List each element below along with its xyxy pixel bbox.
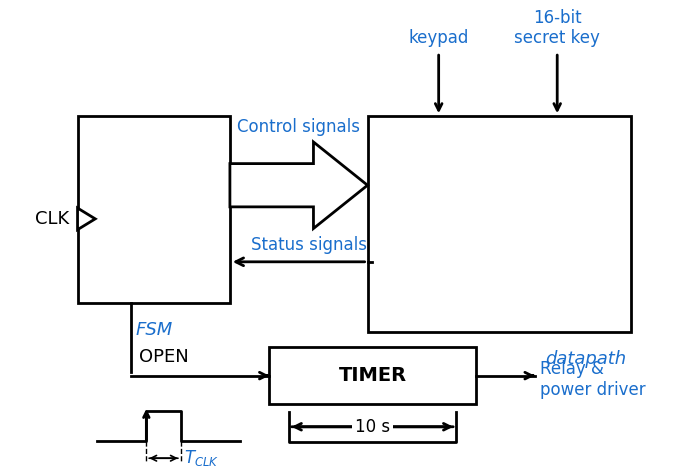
Text: $T_{CLK}$: $T_{CLK}$ [184,448,219,468]
Text: FSM: FSM [135,321,172,339]
Polygon shape [230,142,367,228]
Bar [367,116,631,333]
Text: 10 s: 10 s [355,418,390,436]
Text: 16-bit
secret key: 16-bit secret key [514,8,600,47]
Text: datapath: datapath [545,350,626,368]
Text: Control signals: Control signals [237,118,360,136]
Polygon shape [78,208,95,230]
Text: CLK: CLK [35,210,70,228]
Bar [269,347,476,404]
Text: Status signals: Status signals [250,236,367,254]
Bar [78,116,230,303]
Text: OPEN: OPEN [139,348,188,366]
Text: keypad: keypad [408,29,469,47]
Text: TIMER: TIMER [338,366,406,385]
Text: Relay &
power driver: Relay & power driver [539,360,645,399]
